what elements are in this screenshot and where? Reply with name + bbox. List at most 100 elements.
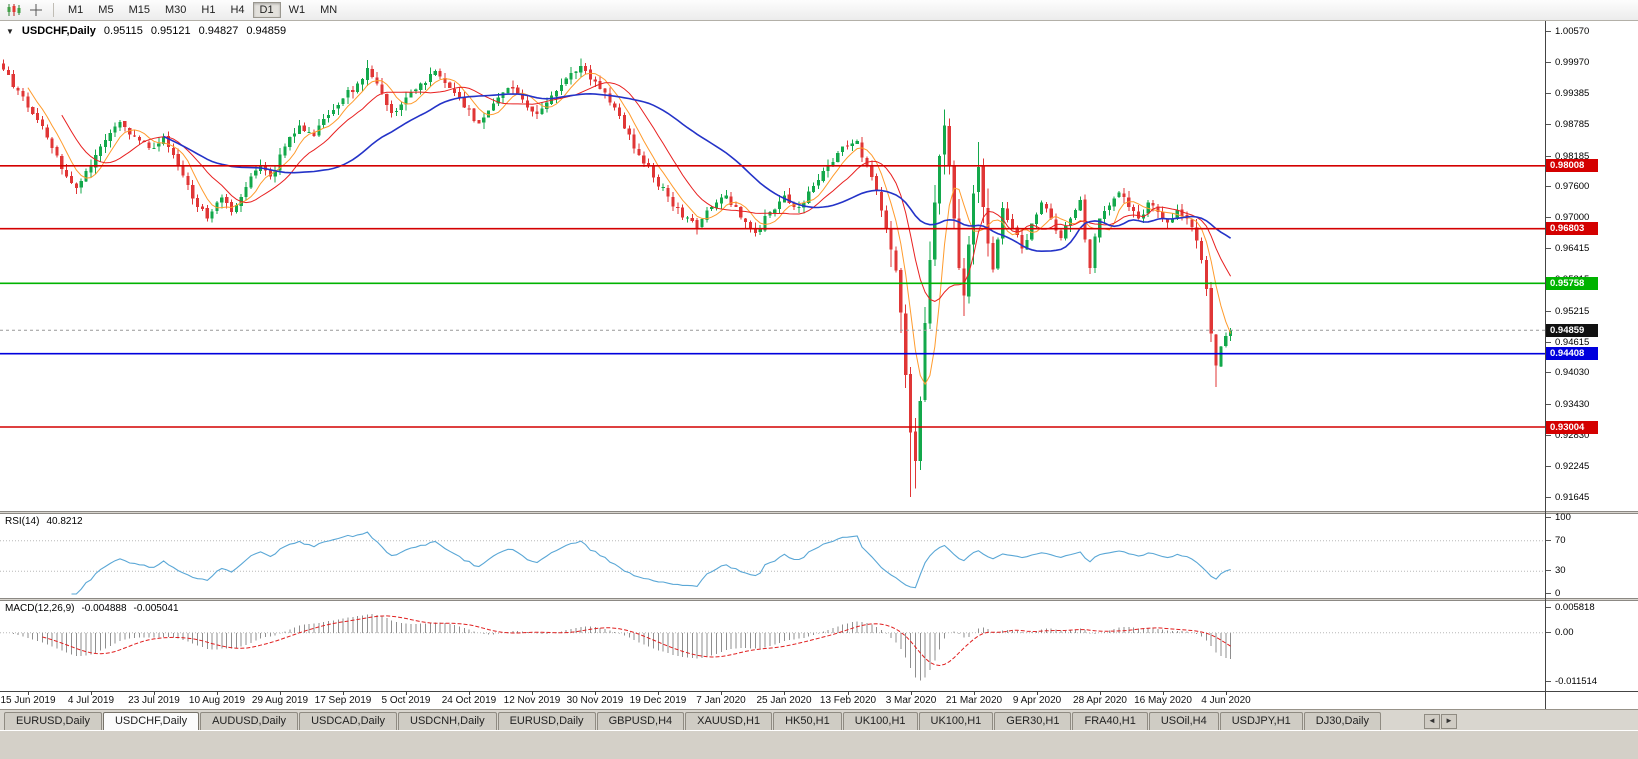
rsi-canvas[interactable] [0,514,1545,598]
price-tick: 0.94030 [1545,367,1590,379]
pane-splitter[interactable] [0,598,1545,601]
tab-gbpusd-h4[interactable]: GBPUSD,H4 [596,712,685,730]
candle [477,120,481,124]
price-level-badge: 0.98008 [1546,159,1598,173]
timeframe-mn-button[interactable]: MN [313,2,344,18]
candle [1088,239,1092,274]
tab-usdcad-daily[interactable]: USDCAD,Daily [299,712,398,730]
candle [244,181,248,201]
candle [952,160,956,230]
ma-line-13[interactable] [61,82,1232,302]
one-click-trading-collapse-icon[interactable]: ▼ [6,26,14,36]
timeframe-m30-button[interactable]: M30 [158,2,193,18]
date-tick-mark [1226,692,1227,695]
date-tick-mark [28,692,29,695]
candle [928,241,932,330]
tab-fra40-h1[interactable]: FRA40,H1 [1072,712,1148,730]
tab-ger30-h1[interactable]: GER30,H1 [994,712,1072,730]
candle [685,215,689,223]
candle [996,237,1000,271]
tab-eurusd-daily[interactable]: EURUSD,Daily [497,712,596,730]
candle [598,75,602,90]
date-tick-mark [154,692,155,695]
candle [1069,216,1073,233]
tab-scroll-left-icon[interactable]: ◄ [1423,713,1440,729]
candle [1224,332,1228,348]
ma-line-6[interactable] [27,72,1232,386]
tab-usdcnh-daily[interactable]: USDCNH,Daily [398,712,497,730]
timeframe-h1-button[interactable]: H1 [194,2,222,18]
tab-audusd-daily[interactable]: AUDUSD,Daily [200,712,299,730]
candle [74,182,78,194]
price-tick: 0.94615 [1545,336,1590,348]
pane-splitter[interactable] [0,511,1545,514]
tab-usdchf-daily[interactable]: USDCHF,Daily [102,712,200,730]
candle [166,131,171,153]
candle [913,418,917,489]
date-tick-mark [91,692,92,695]
timeframe-m5-button[interactable]: M5 [91,2,120,18]
macd-pane[interactable]: MACD(12,26,9) -0.004888 -0.005041 [0,601,1545,691]
candle [302,122,306,133]
candle [2,59,6,71]
tab-usoil-h4[interactable]: USOil,H4 [1148,712,1219,730]
macd-canvas[interactable] [0,601,1545,691]
price-axis-column[interactable]: 1.00570 0.99970 0.99385 0.98785 0.98185 0.976… [1545,21,1638,709]
rsi-pane[interactable]: RSI(14) 40.8212 [0,514,1545,598]
candle [957,199,961,270]
timeframe-w1-button[interactable]: W1 [282,2,313,18]
candle [773,208,777,217]
candle [157,136,161,152]
macd-axis-tick: 0.005818 [1546,602,1595,614]
candle [617,103,622,119]
tab-uk100-h1[interactable]: UK100,H1 [842,712,918,730]
candle [579,58,583,77]
date-tick-mark [406,692,407,695]
rsi-axis-tick: 100 [1546,512,1571,523]
candle [414,88,418,94]
candle [84,168,88,183]
tab-xauusd-h1[interactable]: XAUUSD,H1 [685,712,773,730]
timeframe-m1-button[interactable]: M1 [61,2,90,18]
candle [394,108,398,117]
timeframe-m15-button[interactable]: M15 [122,2,157,18]
tab-hk50-h1[interactable]: HK50,H1 [773,712,842,730]
price-level-badge: 0.94408 [1546,347,1598,361]
candle [186,172,190,190]
candle [234,202,238,214]
tab-eurusd-daily[interactable]: EURUSD,Daily [4,712,102,730]
tab-dj30-daily[interactable]: DJ30,Daily [1303,712,1381,730]
candle [962,258,966,317]
macd-signal-value: -0.005041 [133,603,179,614]
timeframe-d1-button[interactable]: D1 [252,2,281,18]
date-axis[interactable]: 15 Jun 2019 4 Jul 2019 23 Jul 2019 10 Aug 2… [0,691,1545,709]
price-axis[interactable]: 1.00570 0.99970 0.99385 0.98785 0.98185 0.976… [1545,21,1638,511]
candle [1161,206,1165,223]
price-tick: 0.95215 [1545,305,1590,317]
candle [128,127,132,140]
macd-axis[interactable]: 0.005818 0.00 -0.011514 [1545,601,1638,691]
tab-scroll-right-icon[interactable]: ► [1440,713,1457,729]
candle [700,218,704,230]
candle [259,159,263,174]
candle [423,81,428,91]
tab-uk100-h1[interactable]: UK100,H1 [918,712,994,730]
timeframe-h4-button[interactable]: H4 [223,2,251,18]
candlestick-chart-icon[interactable] [4,2,24,19]
main-chart-pane[interactable]: ▼ USDCHF,Daily 0.95115 0.95121 0.94827 0… [0,21,1545,511]
candle [816,174,820,189]
tab-usdjpy-h1[interactable]: USDJPY,H1 [1219,712,1303,730]
candle [94,149,98,174]
candle [283,143,287,158]
candle [1127,191,1131,212]
main-chart-canvas[interactable] [0,21,1545,511]
crosshair-glyph [30,4,42,16]
candle [1020,228,1024,254]
rsi-axis[interactable]: 100 70 30 0 [1545,512,1638,599]
crosshair-icon[interactable] [26,2,46,19]
candle [487,110,491,118]
candle [753,222,757,237]
candle [356,81,360,94]
date-tick-mark [1163,692,1164,695]
price-tick: 0.92830 [1545,430,1590,442]
